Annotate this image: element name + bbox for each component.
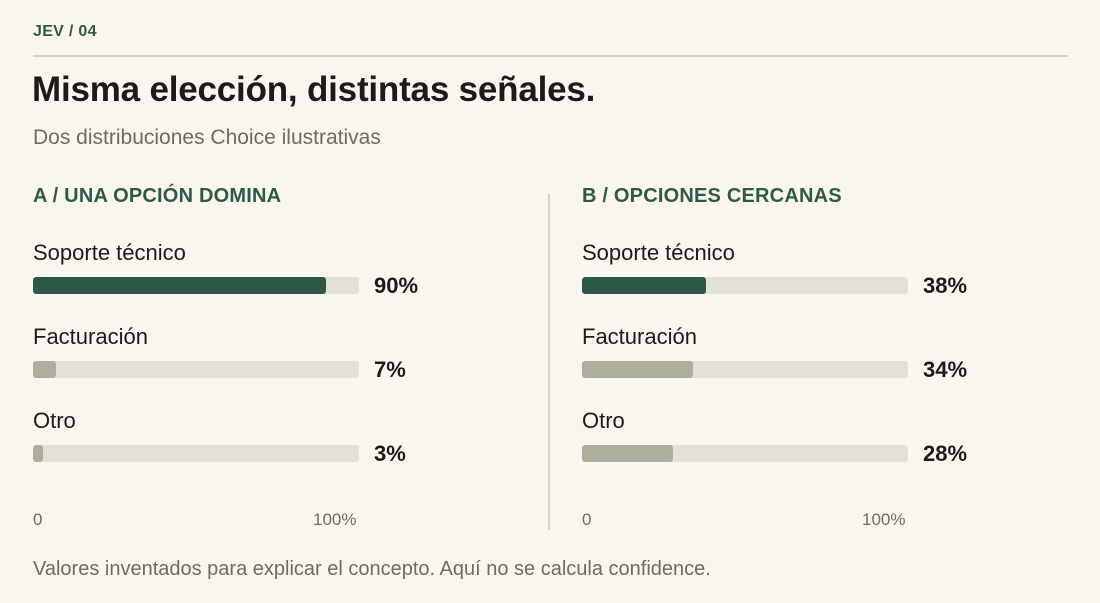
bar-value-label: 3% <box>374 441 406 466</box>
bar-track <box>582 361 908 378</box>
panel-b-row: Otro 28% <box>582 408 1002 478</box>
panel-a-axis-max: 100% <box>313 510 357 529</box>
panel-a: A / UNA OPCIÓN DOMINA Soporte técnico 90%… <box>33 180 453 540</box>
bar-category-label: Otro <box>582 408 625 433</box>
bar-track <box>33 277 359 294</box>
bar-fill <box>582 361 693 378</box>
panel-b-title: B / OPCIONES CERCANAS <box>582 185 842 207</box>
panel-a-axis-min: 0 <box>33 510 43 529</box>
page-title: Misma elección, distintas señales. <box>32 70 596 109</box>
panel-a-row: Facturación 7% <box>33 324 453 394</box>
bar-category-label: Soporte técnico <box>582 240 735 265</box>
bar-value-label: 28% <box>923 441 968 466</box>
panel-a-row: Soporte técnico 90% <box>33 240 453 310</box>
panel-a-title: A / UNA OPCIÓN DOMINA <box>33 185 282 207</box>
panel-b-row: Soporte técnico 38% <box>582 240 1002 310</box>
panel-b: B / OPCIONES CERCANAS Soporte técnico 38%… <box>582 180 1002 540</box>
panel-divider <box>548 194 550 530</box>
panel-b-axis-min: 0 <box>582 510 592 529</box>
bar-value-label: 34% <box>923 357 968 382</box>
bar-track <box>33 361 359 378</box>
bar-value-label: 7% <box>374 357 406 382</box>
bar-fill <box>33 277 327 294</box>
bar-value-label: 38% <box>923 273 968 298</box>
bar-fill <box>33 361 56 378</box>
header-rule <box>33 55 1068 57</box>
bar-fill <box>582 445 674 462</box>
panel-b-axis-max: 100% <box>862 510 906 529</box>
panel-b-row: Facturación 34% <box>582 324 1002 394</box>
bar-track <box>582 445 908 462</box>
bar-value-label: 90% <box>374 273 419 298</box>
bar-category-label: Soporte técnico <box>33 240 186 265</box>
bar-category-label: Facturación <box>33 324 148 349</box>
bar-fill <box>582 277 706 294</box>
bar-track <box>582 277 908 294</box>
panel-a-row: Otro 3% <box>33 408 453 478</box>
bar-category-label: Otro <box>33 408 76 433</box>
kicker-label: JEV / 04 <box>33 23 97 40</box>
bar-fill <box>33 445 43 462</box>
page-subtitle: Dos distribuciones Choice ilustrativas <box>33 126 381 149</box>
footnote: Valores inventados para explicar el conc… <box>33 558 711 580</box>
bar-track <box>33 445 359 462</box>
bar-category-label: Facturación <box>582 324 697 349</box>
